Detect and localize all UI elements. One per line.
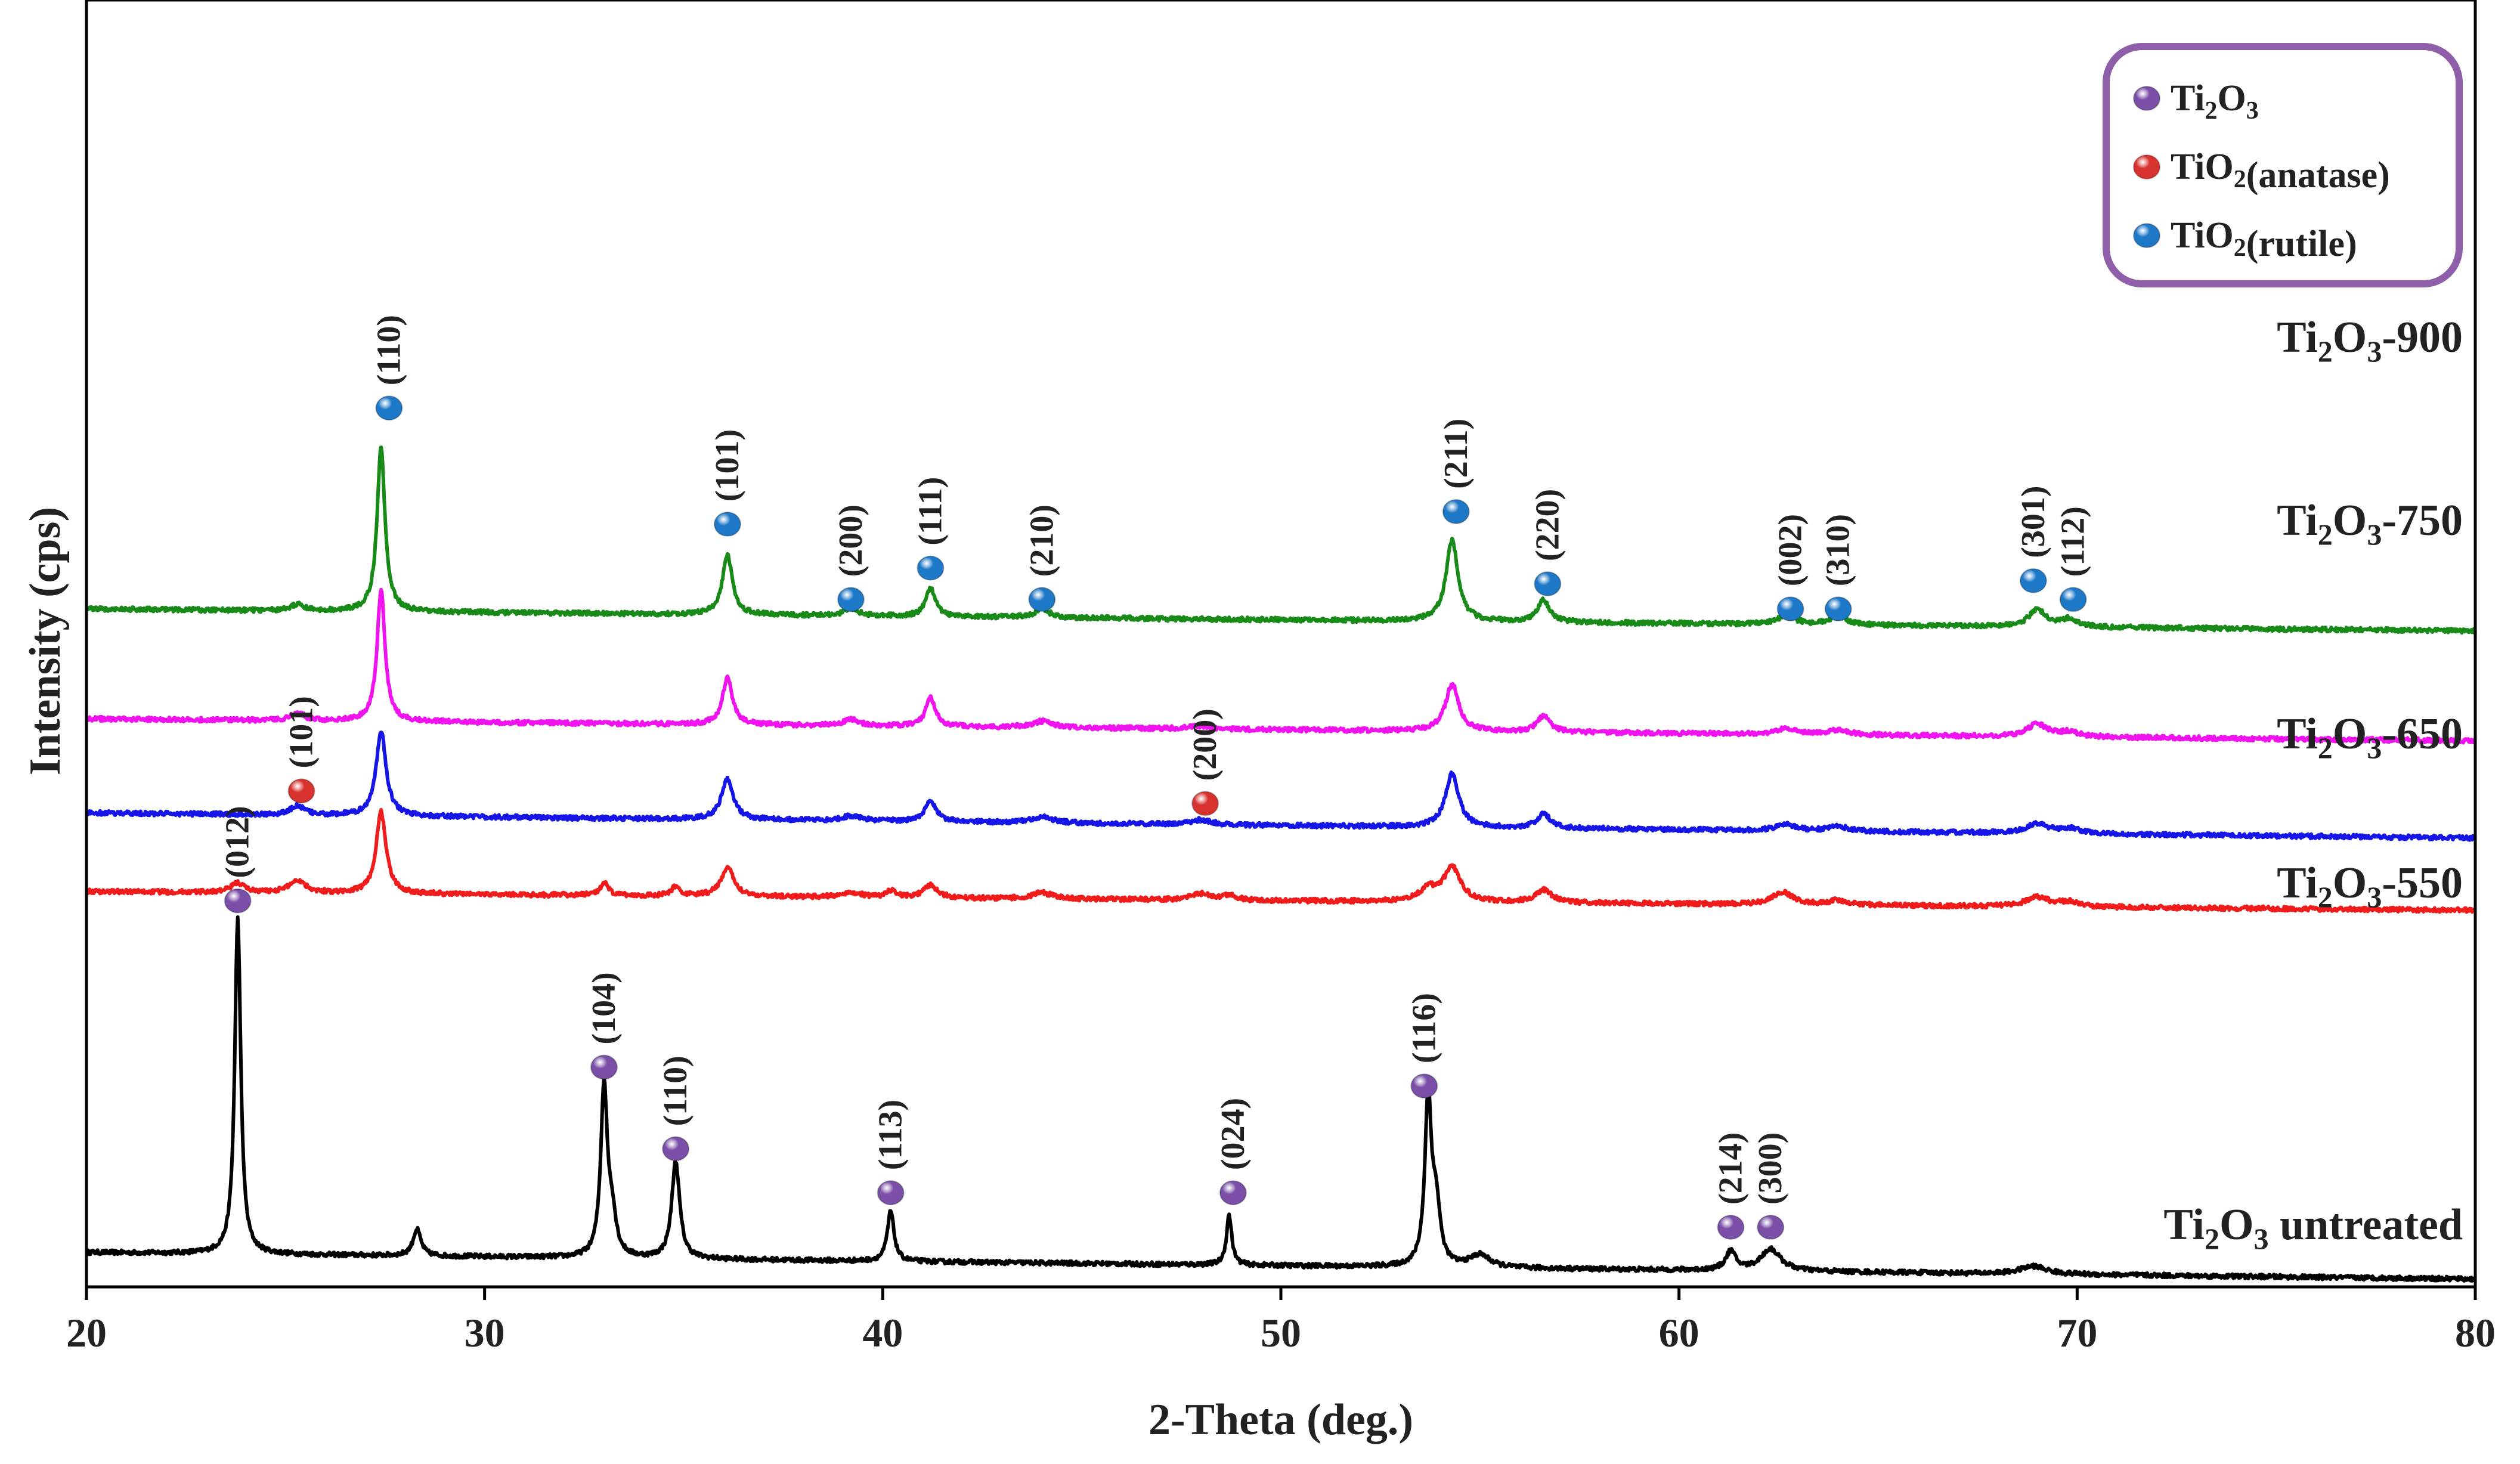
peak-label-6: (220) [1529, 489, 1566, 561]
series-label-2: Ti2O3-650 [2277, 710, 2463, 765]
ti2o3-marker-icon [224, 888, 252, 914]
peak-label-15: (110) [657, 1056, 694, 1126]
rutile-marker-icon [917, 555, 945, 581]
peak-label-1: (101) [709, 429, 746, 502]
peak-marker-rutile-10: (112) [2055, 506, 2092, 612]
x-tick-label-3: 50 [1261, 1310, 1301, 1355]
anatase-marker-icon [287, 778, 315, 804]
series-label-3: Ti2O3-750 [2277, 496, 2463, 551]
peak-label-4: (210) [1023, 504, 1060, 577]
peak-marker-rutile-9: (301) [2015, 485, 2052, 593]
rutile-marker-icon [1776, 596, 1804, 622]
x-tick-label-5: 70 [2057, 1310, 2097, 1355]
peak-marker-rutile-2: (200) [832, 504, 869, 612]
legend-label-ti2o3: Ti2O3 [2171, 78, 2259, 125]
series-line-2 [85, 731, 2477, 842]
x-tick-label-6: 80 [2455, 1310, 2496, 1355]
ti2o3-marker-icon [877, 1180, 905, 1206]
peak-label-12: (200) [1187, 708, 1224, 781]
series-label-1: Ti2O3-550 [2277, 859, 2463, 914]
rutile-marker-icon [837, 587, 865, 612]
rutile-marker-icon [375, 395, 403, 421]
ti2o3-marker-icon [590, 1054, 618, 1080]
peak-marker-rutile-7: (002) [1772, 514, 1809, 622]
peak-marker-ti2o3-13: (012) [219, 806, 256, 914]
peak-label-8: (310) [1820, 514, 1857, 586]
peak-marker-ti2o3-14: (104) [586, 972, 623, 1080]
legend-label-anatase: TiO2(anatase) [2171, 147, 2390, 196]
peak-marker-ti2o3-17: (024) [1215, 1098, 1252, 1206]
peak-marker-ti2o3-19: (214) [1712, 1132, 1749, 1240]
peak-marker-rutile-1: (101) [709, 429, 746, 537]
series-line-0 [85, 915, 2477, 1283]
legend: Ti2O3 TiO2(anatase) TiO2(rutile) [2103, 43, 2463, 287]
peak-marker-ti2o3-15: (110) [657, 1056, 694, 1162]
legend-entry-anatase: TiO2(anatase) [2133, 147, 2390, 196]
peak-label-13: (012) [219, 806, 256, 878]
rutile-legend-icon [2133, 223, 2160, 248]
peak-marker-ti2o3-16: (113) [872, 1100, 909, 1206]
y-axis-title: Intensity (cps) [21, 507, 70, 775]
series-line-3 [85, 587, 2477, 745]
rutile-marker-icon [1824, 596, 1852, 622]
peak-label-14: (104) [586, 972, 623, 1044]
peak-marker-ti2o3-18: (116) [1405, 993, 1442, 1099]
legend-label-rutile: TiO2(rutile) [2171, 215, 2357, 264]
peak-marker-ti2o3-20: (300) [1752, 1132, 1789, 1240]
series-label-0: Ti2O3 untreated [2163, 1200, 2463, 1255]
legend-entry-rutile: TiO2(rutile) [2133, 215, 2357, 264]
x-tick-label-1: 30 [465, 1310, 505, 1355]
x-axis-title: 2-Theta (deg.) [1148, 1395, 1413, 1444]
peak-label-9: (301) [2015, 485, 2052, 558]
x-tick-label-2: 40 [862, 1310, 903, 1355]
peak-label-10: (112) [2055, 506, 2092, 577]
ti2o3-marker-icon [662, 1136, 690, 1162]
peak-label-3: (111) [912, 477, 949, 546]
x-tick-label-4: 60 [1659, 1310, 1699, 1355]
peak-marker-rutile-6: (220) [1529, 489, 1566, 596]
peak-label-2: (200) [832, 504, 869, 577]
rutile-marker-icon [1534, 571, 1562, 596]
peak-marker-rutile-8: (310) [1820, 514, 1857, 622]
ti2o3-marker-icon [1717, 1214, 1745, 1240]
rutile-marker-icon [713, 511, 741, 537]
rutile-marker-icon [2059, 587, 2087, 612]
peak-label-0: (110) [370, 315, 407, 385]
peak-label-5: (211) [1438, 419, 1475, 489]
ti2o3-legend-icon [2133, 86, 2160, 111]
peak-marker-rutile-0: (110) [370, 315, 407, 421]
peak-label-19: (214) [1712, 1132, 1749, 1205]
peak-label-20: (300) [1752, 1132, 1789, 1205]
rutile-marker-icon [1028, 587, 1056, 612]
ti2o3-marker-icon [1410, 1073, 1438, 1099]
series-layer [85, 445, 2477, 1283]
peak-label-17: (024) [1215, 1098, 1252, 1170]
series-labels: Ti2O3 untreated Ti2O3-550 Ti2O3-650 Ti2O3-7… [2163, 313, 2463, 1255]
x-tick-label-0: 20 [66, 1310, 107, 1355]
ti2o3-marker-icon [1219, 1180, 1247, 1206]
rutile-marker-icon [2019, 568, 2047, 593]
peak-label-18: (116) [1405, 993, 1442, 1063]
series-line-1 [85, 807, 2476, 914]
legend-entry-ti2o3: Ti2O3 [2133, 78, 2259, 125]
peak-marker-rutile-4: (210) [1023, 504, 1060, 612]
peak-marker-rutile-3: (111) [912, 477, 949, 581]
peak-marker-rutile-5: (211) [1438, 419, 1475, 524]
rutile-marker-icon [1442, 499, 1470, 524]
series-line-4 [85, 445, 2477, 635]
marker-layer: (110) (101) (200) (111) (210) (211) (220) (002)… [219, 315, 2092, 1240]
peak-label-7: (002) [1772, 514, 1809, 586]
peak-label-11: (101) [283, 696, 320, 768]
x-axis: 20 30 40 50 60 70 80 [66, 1287, 2496, 1355]
peak-label-16: (113) [872, 1100, 909, 1170]
peak-marker-anatase-12: (200) [1187, 708, 1224, 816]
anatase-marker-icon [1191, 791, 1219, 816]
anatase-legend-icon [2133, 154, 2160, 179]
ti2o3-marker-icon [1757, 1214, 1785, 1240]
series-label-4: Ti2O3-900 [2277, 313, 2463, 368]
peak-marker-anatase-11: (101) [283, 696, 320, 804]
legend-box [2103, 43, 2463, 287]
